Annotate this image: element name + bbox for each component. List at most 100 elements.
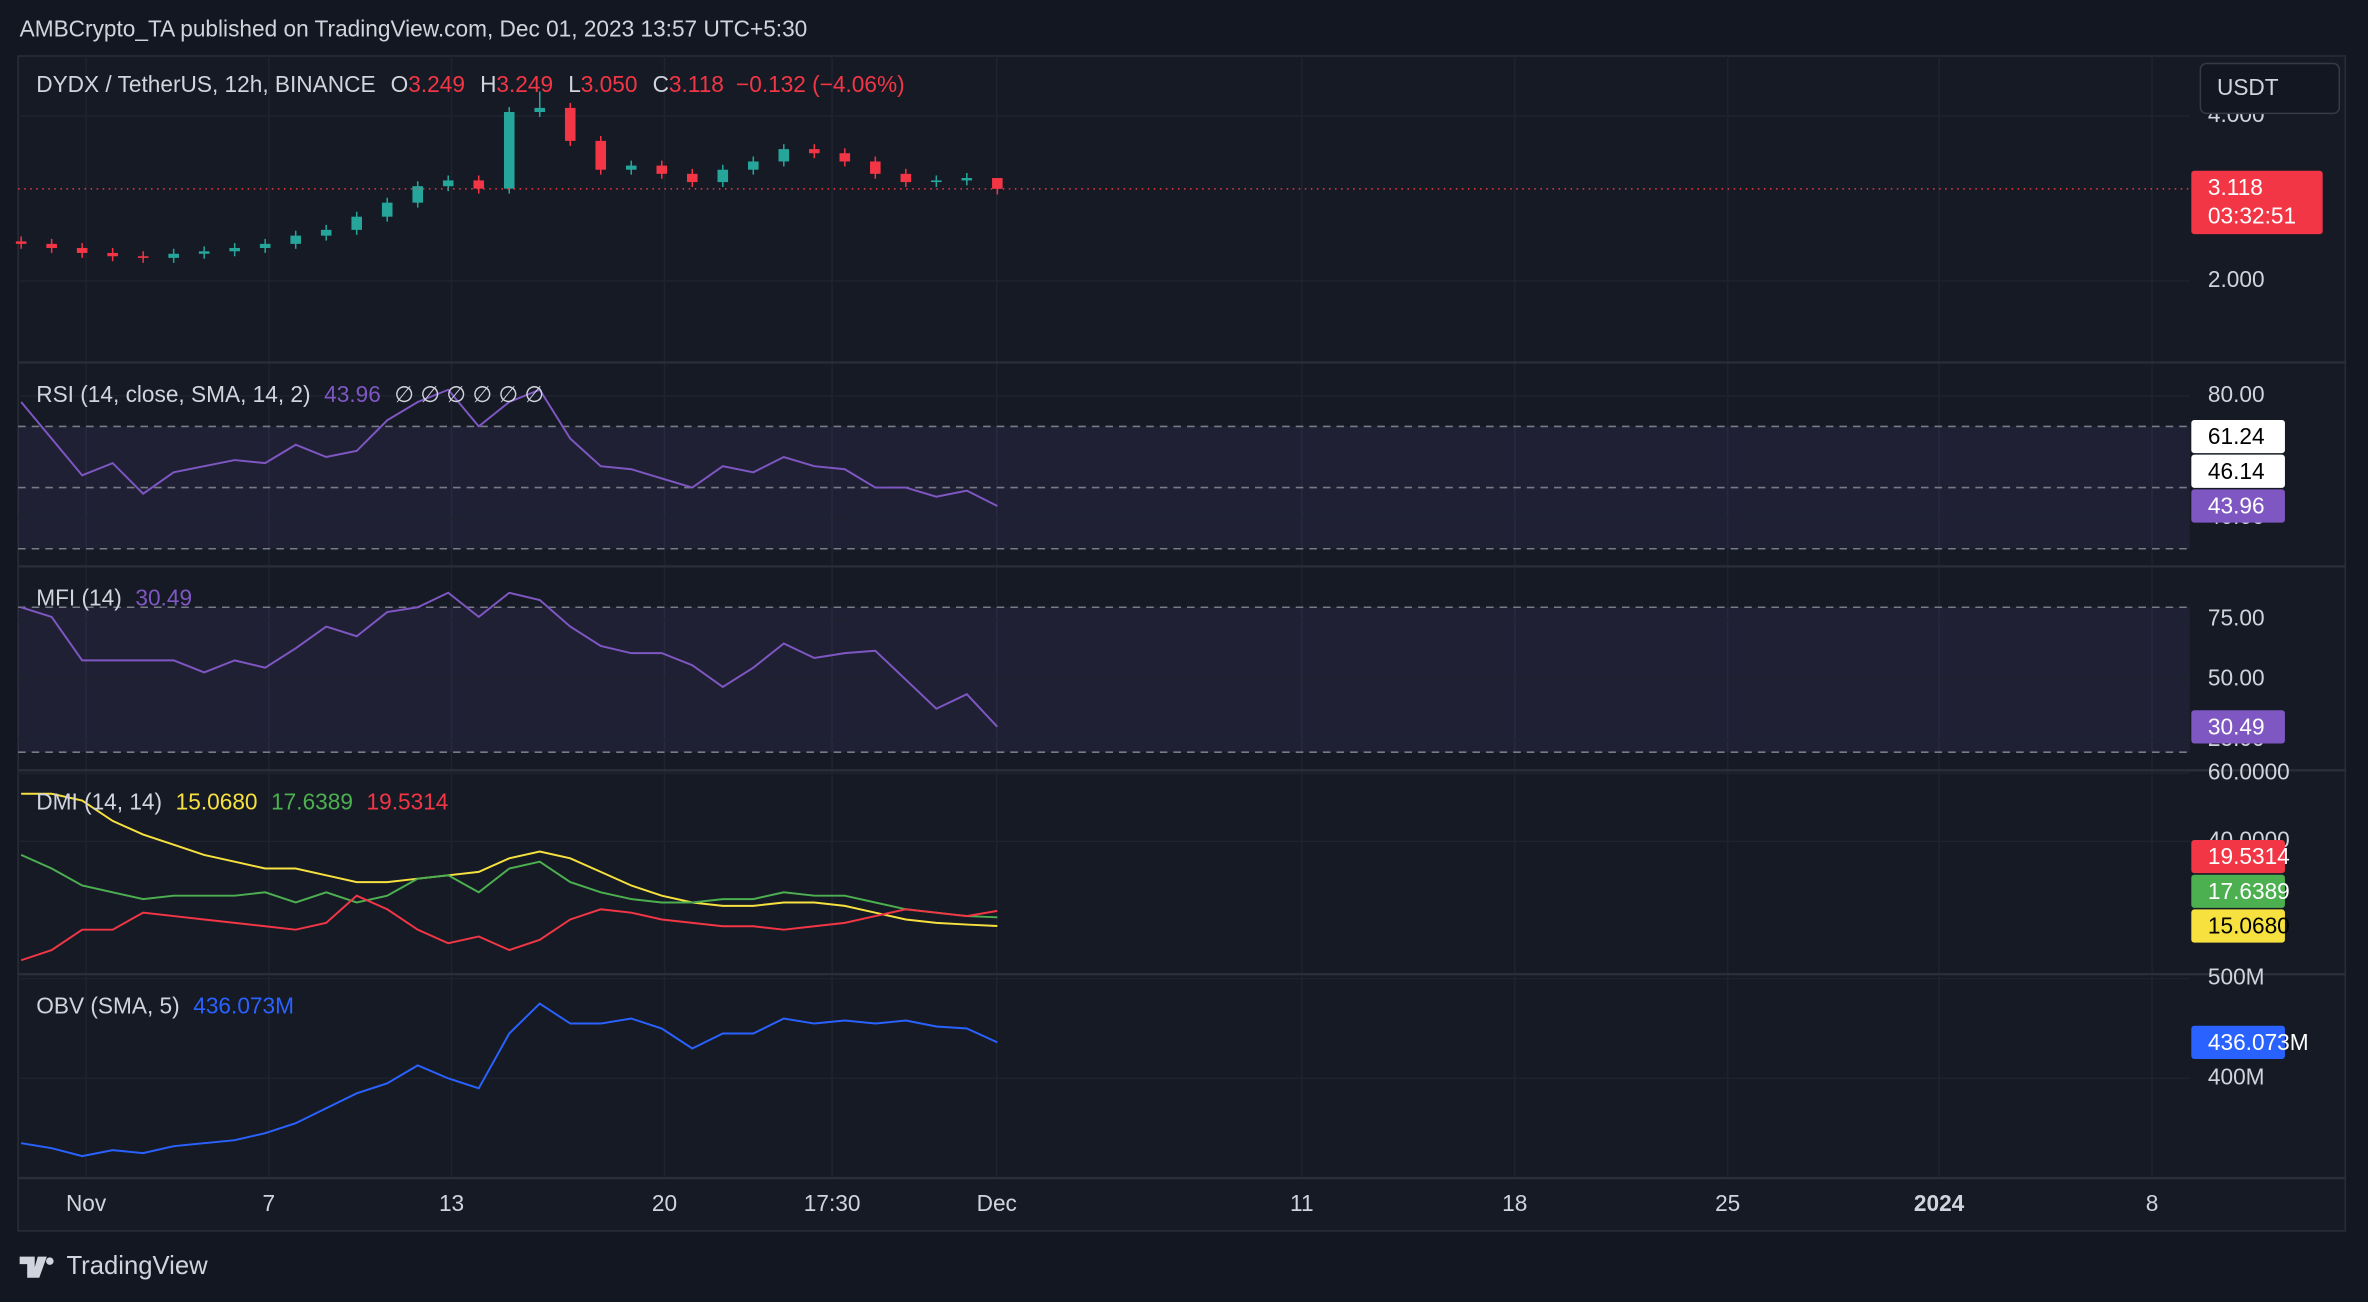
time-label: 2024: [1914, 1190, 1965, 1216]
y-tick-label: 500M: [2208, 964, 2265, 990]
legend-symbol: DYDX / TetherUS, 12h, BINANCE: [36, 71, 375, 97]
last-value-box: [2191, 839, 2285, 874]
last-value: 30.49: [2208, 713, 2265, 739]
candle-body: [46, 243, 57, 248]
time-label: 18: [1502, 1190, 1527, 1216]
indicator-line: [20, 1002, 998, 1158]
axis-value-box: [2191, 454, 2285, 488]
last-value-box: [2191, 710, 2285, 744]
indicator-line: [20, 388, 998, 507]
candle-body: [625, 165, 637, 170]
candle-body: [15, 241, 27, 244]
legend-value: 30.49: [135, 585, 192, 611]
legend-open-label: O: [391, 71, 409, 97]
time-label: 11: [1290, 1190, 1314, 1216]
candle-body: [748, 161, 759, 170]
candle-body: [320, 229, 332, 236]
axis-value: 46.14: [2208, 458, 2265, 484]
candle-body: [686, 173, 698, 183]
candle-body: [564, 107, 576, 141]
candle-body: [351, 216, 362, 230]
candle-body: [656, 165, 668, 174]
candle-body: [839, 153, 851, 162]
countdown: 03:32:51: [2208, 203, 2296, 229]
legend-close-label: C: [653, 71, 669, 97]
chart-frame: [17, 55, 2347, 1232]
axis-value-box: [2191, 419, 2285, 454]
candle-body: [259, 243, 271, 248]
indicator-line: [21, 792, 998, 928]
candle-body: [809, 149, 820, 154]
y-tick-label: 2.000: [2208, 266, 2265, 292]
time-label: Dec: [977, 1190, 1017, 1216]
candle-body: [107, 252, 118, 257]
candle-body: [961, 178, 973, 181]
candle-body: [534, 107, 546, 113]
logo-dot: [46, 1257, 54, 1265]
legend-open: 3.249: [408, 71, 465, 97]
legend-name: MFI (14): [36, 585, 122, 611]
candle-body: [931, 180, 942, 183]
candle-body: [198, 251, 210, 254]
legend: MFI (14) 30.49: [36, 585, 192, 611]
candle-body: [290, 235, 301, 244]
candle-body: [412, 186, 424, 203]
last-value: 17.6389: [2208, 878, 2290, 904]
candle-body: [381, 202, 393, 217]
time-label: Nov: [66, 1190, 107, 1216]
legend-name: DMI (14, 14): [36, 789, 162, 815]
last-value-box: [2191, 489, 2285, 523]
legend: OBV (SMA, 5) 436.073M: [36, 992, 294, 1018]
time-label: 13: [439, 1190, 464, 1216]
legend-name: RSI (14, close, SMA, 14, 2): [36, 381, 310, 407]
last-value: 43.96: [2208, 493, 2265, 519]
time-label: 20: [652, 1190, 677, 1216]
legend-value: 19.5314: [367, 789, 449, 815]
legend-value: 17.6389: [271, 789, 353, 815]
currency-label: USDT: [2217, 74, 2279, 100]
candle-body: [717, 169, 729, 183]
legend-nulls: ∅ ∅ ∅ ∅ ∅ ∅: [394, 381, 544, 407]
candle-body: [595, 140, 607, 170]
legend-change: −0.132 (−4.06%): [736, 71, 905, 97]
legend-high: 3.249: [496, 71, 553, 97]
last-price: 3.118: [2208, 174, 2263, 200]
logo-icon: [19, 1256, 47, 1278]
publish-info: AMBCrypto_TA published on TradingView.co…: [20, 15, 808, 41]
footer-logo: TradingView: [19, 1252, 208, 1280]
y-tick-label: 60.0000: [2208, 758, 2290, 784]
last-value-box: [2191, 1025, 2285, 1060]
last-value: 19.5314: [2208, 843, 2290, 869]
y-tick-label: 80.00: [2208, 381, 2265, 407]
y-tick-label: 400M: [2208, 1063, 2265, 1089]
legend-close: 3.118: [669, 71, 724, 97]
indicator-line: [20, 894, 998, 962]
time-label: 17:30: [804, 1190, 861, 1216]
legend: DYDX / TetherUS, 12h, BINANCE O3.249 H3.24…: [36, 71, 904, 97]
candle-body: [900, 173, 912, 183]
candle-body: [229, 247, 240, 252]
legend-value: 43.96: [324, 381, 381, 407]
time-label: 7: [263, 1190, 276, 1216]
last-value-box: [2191, 874, 2285, 908]
legend-name: OBV (SMA, 5): [36, 992, 179, 1018]
legend-low: 3.050: [581, 71, 638, 97]
time-label: 25: [1715, 1190, 1740, 1216]
legend-value: 15.0680: [176, 789, 258, 815]
legend-low-label: L: [568, 71, 581, 97]
last-value-box: [2191, 909, 2285, 943]
last-value: 15.0680: [2208, 913, 2290, 939]
indicator-line: [20, 591, 999, 728]
candle-body: [778, 149, 790, 162]
currency-button: [2199, 62, 2341, 115]
candle-body: [473, 180, 485, 189]
logo-text: TradingView: [66, 1252, 208, 1280]
last-value: 436.073M: [2208, 1029, 2309, 1055]
candle-body: [168, 253, 179, 258]
candle-body: [503, 112, 515, 189]
legend-value: 436.073M: [193, 992, 294, 1018]
legend-high-label: H: [480, 71, 496, 97]
legend: RSI (14, close, SMA, 14, 2) 43.96 ∅ ∅ ∅ ∅ …: [36, 381, 544, 407]
legend: DMI (14, 14) 15.0680 17.6389 19.5314: [36, 789, 448, 815]
